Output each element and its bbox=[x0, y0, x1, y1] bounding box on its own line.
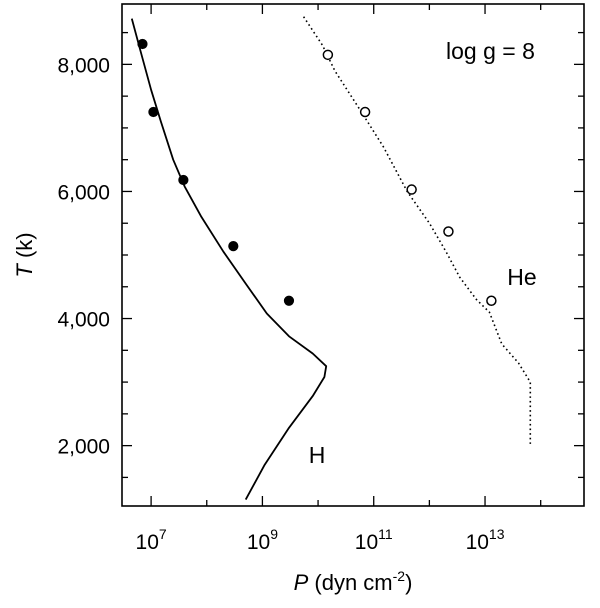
data-point-he bbox=[486, 295, 497, 307]
plot-frame bbox=[121, 3, 585, 507]
x-tick-label: 109 bbox=[247, 526, 278, 554]
y-tick-label: 4,000 bbox=[57, 309, 110, 332]
data-point-he bbox=[443, 226, 454, 237]
y-tick-label: 6,000 bbox=[57, 181, 110, 204]
y-axis-label: T (k) bbox=[12, 232, 37, 277]
x-axis-label: P (dyn cm-2) bbox=[294, 568, 413, 595]
data-point-he bbox=[359, 106, 371, 118]
series-layer bbox=[130, 16, 532, 501]
series-label-h: H bbox=[309, 442, 326, 468]
x-tick-label: 1013 bbox=[466, 526, 505, 554]
data-point-he bbox=[322, 49, 334, 61]
data-point-h bbox=[148, 106, 159, 118]
data-point-h bbox=[178, 174, 189, 186]
series-line-h bbox=[130, 18, 328, 501]
data-point-h bbox=[228, 241, 239, 252]
axis-ticks bbox=[122, 4, 584, 506]
series-label-he: He bbox=[507, 264, 536, 290]
y-tick-label: 8,000 bbox=[57, 54, 110, 77]
data-point-he bbox=[406, 184, 417, 195]
x-tick-label: 107 bbox=[136, 526, 167, 554]
annotation-log-g: log g = 8 bbox=[446, 38, 535, 64]
series-line-he bbox=[302, 16, 532, 446]
data-point-h bbox=[137, 38, 148, 50]
y-tick-label: 2,000 bbox=[57, 436, 110, 459]
tick-labels: 107 109 1011 1013 2,000 4,000 6,000 8,000 bbox=[57, 54, 504, 554]
series-labels: H He bbox=[309, 264, 537, 468]
x-tick-label: 1011 bbox=[355, 526, 393, 554]
data-point-h bbox=[283, 295, 295, 306]
